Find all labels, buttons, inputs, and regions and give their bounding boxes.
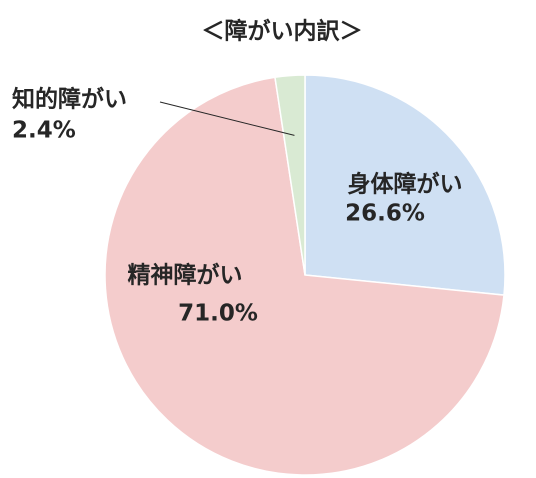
pie-slice bbox=[274, 74, 306, 276]
slice-label: 身体障がい bbox=[348, 171, 463, 198]
pie-slice bbox=[104, 76, 505, 476]
slice-label: 知的障がい bbox=[12, 86, 127, 113]
chart-title: ＜障がい内訳＞ bbox=[202, 18, 363, 45]
value-label: 71.0% bbox=[178, 301, 258, 327]
value-label: 26.6% bbox=[345, 201, 425, 227]
value-label: 2.4% bbox=[12, 118, 76, 144]
leader-line bbox=[159, 101, 295, 136]
slice-label: 精神障がい bbox=[128, 262, 243, 289]
pie-slice bbox=[304, 74, 506, 296]
